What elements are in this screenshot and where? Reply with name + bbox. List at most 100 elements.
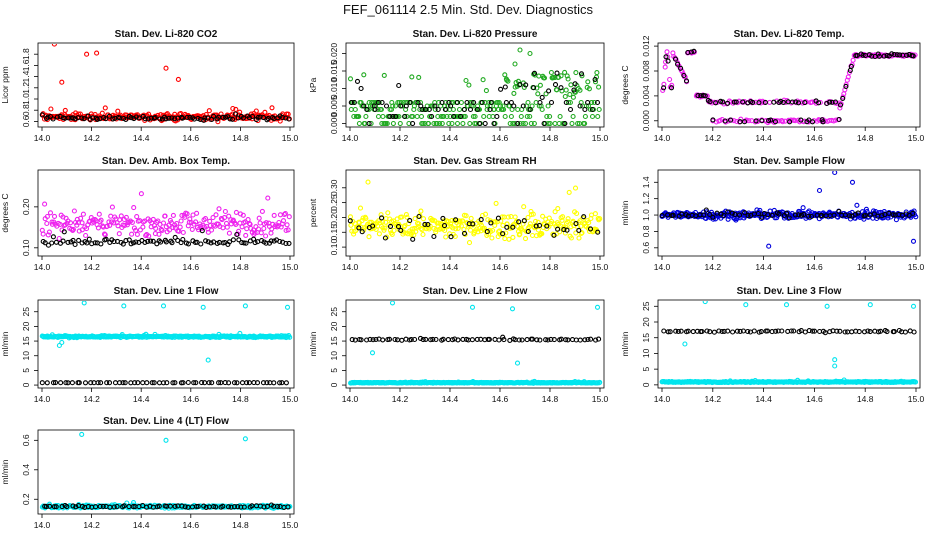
data-point: [175, 76, 181, 82]
data-point: [750, 99, 756, 105]
data-point: [453, 217, 459, 223]
y-tick-label: 0: [329, 382, 339, 387]
data-point: [471, 99, 477, 106]
data-point: [47, 210, 54, 216]
data-point: [111, 504, 117, 510]
data-point: [460, 120, 466, 126]
data-point: [129, 231, 135, 237]
data-point: [594, 304, 601, 310]
data-point: [179, 503, 185, 509]
y-tick-label: 25: [329, 307, 339, 317]
data-point: [226, 380, 232, 386]
data-point: [92, 216, 98, 223]
data-point: [596, 84, 602, 90]
data-point: [235, 504, 241, 510]
data-point: [912, 379, 919, 385]
x-tick-label: 14.4: [442, 262, 459, 272]
data-point: [126, 237, 132, 243]
data-point: [710, 117, 716, 123]
data-point: [562, 120, 568, 126]
data-point: [45, 114, 51, 120]
data-point: [902, 329, 908, 335]
data-point: [661, 328, 667, 334]
data-point: [552, 209, 558, 215]
series-1: [660, 49, 918, 126]
data-point: [524, 113, 530, 120]
data-point: [120, 380, 126, 386]
data-point: [153, 225, 159, 231]
y-axis-label: ml/min: [620, 200, 630, 225]
data-point: [408, 337, 414, 343]
data-point: [44, 380, 50, 386]
data-point: [415, 99, 421, 106]
data-point: [701, 212, 707, 218]
data-point: [418, 113, 425, 120]
x-tick-label: 14.2: [83, 133, 100, 143]
data-point: [558, 85, 564, 91]
data-point: [472, 120, 478, 126]
data-point: [51, 504, 57, 510]
data-point: [595, 113, 601, 120]
y-tick-label: 5: [329, 368, 339, 373]
data-point: [843, 83, 849, 89]
data-point: [831, 212, 837, 218]
data-point: [458, 223, 464, 229]
data-point: [286, 116, 292, 122]
data-point: [492, 219, 498, 225]
data-point: [565, 219, 571, 225]
data-point: [894, 52, 900, 58]
data-point: [565, 76, 571, 82]
data-point: [398, 103, 404, 109]
x-tick-label: 14.2: [392, 262, 409, 272]
data-point: [767, 99, 773, 105]
data-point: [118, 213, 124, 219]
data-point: [413, 228, 419, 235]
chart-panel-5: Stan. Dev. Gas Stream RH percent 14.0 14.2 1…: [308, 156, 609, 272]
data-point: [390, 120, 396, 126]
data-point: [522, 236, 529, 242]
data-point: [798, 212, 805, 218]
data-point: [407, 218, 413, 224]
data-point: [263, 233, 269, 239]
data-point: [102, 232, 108, 238]
data-point: [544, 113, 550, 120]
data-point: [128, 115, 134, 121]
data-point: [67, 220, 74, 226]
x-tick-label: 14.2: [83, 262, 100, 272]
data-point: [904, 52, 910, 58]
data-point: [738, 116, 744, 122]
data-point: [440, 336, 446, 342]
data-point: [281, 211, 287, 217]
plot-frame: [345, 169, 605, 257]
data-point: [104, 380, 110, 386]
data-point: [443, 234, 449, 240]
data-point: [552, 82, 559, 88]
data-point: [527, 106, 533, 113]
data-point: [685, 328, 691, 334]
data-point: [158, 239, 164, 245]
data-point: [727, 117, 734, 123]
data-point: [509, 306, 516, 312]
data-point: [189, 226, 195, 232]
data-point: [488, 220, 494, 226]
x-tick-label: 14.6: [183, 520, 200, 530]
data-point: [860, 52, 866, 58]
data-point: [201, 224, 207, 230]
data-point: [349, 337, 355, 343]
series-1: [659, 301, 919, 386]
data-point: [172, 380, 178, 386]
data-point: [403, 212, 409, 218]
data-point: [121, 503, 127, 509]
data-point: [98, 380, 104, 386]
data-point: [734, 118, 740, 125]
data-point: [455, 337, 461, 343]
data-point: [493, 200, 499, 206]
data-point: [800, 205, 806, 211]
data-point: [348, 222, 354, 228]
y-tick-label: 1.4: [21, 70, 31, 82]
data-point: [93, 504, 99, 510]
data-point: [233, 106, 239, 112]
data-point: [420, 337, 426, 343]
data-point: [193, 380, 199, 386]
data-point: [64, 504, 70, 510]
